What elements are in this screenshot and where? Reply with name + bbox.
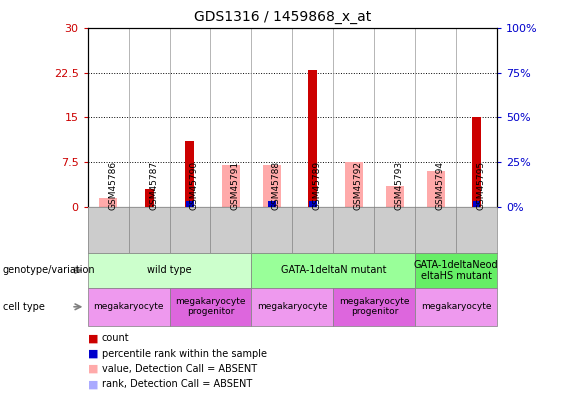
Bar <box>170 288 251 326</box>
Text: GSM45791: GSM45791 <box>231 161 240 210</box>
Bar <box>251 253 415 288</box>
Text: megakaryocyte: megakaryocyte <box>421 302 492 311</box>
Bar <box>333 288 415 326</box>
Text: GSM45786: GSM45786 <box>108 161 117 210</box>
Bar <box>185 141 194 207</box>
Bar <box>427 171 445 207</box>
Text: wild type: wild type <box>147 265 192 275</box>
Text: megakaryocyte
progenitor: megakaryocyte progenitor <box>339 297 410 316</box>
Bar <box>472 117 481 207</box>
Text: megakaryocyte: megakaryocyte <box>257 302 328 311</box>
Bar <box>473 200 480 207</box>
Text: GATA-1deltaNeod
eltaHS mutant: GATA-1deltaNeod eltaHS mutant <box>414 260 498 281</box>
Text: rank, Detection Call = ABSENT: rank, Detection Call = ABSENT <box>102 379 252 389</box>
Bar <box>308 70 318 207</box>
Text: ■: ■ <box>88 333 98 343</box>
Text: genotype/variation: genotype/variation <box>3 265 95 275</box>
Text: GSM45795: GSM45795 <box>477 161 486 210</box>
Bar <box>251 288 333 326</box>
Bar <box>88 288 170 326</box>
Text: ■: ■ <box>88 349 98 358</box>
Bar <box>99 198 118 207</box>
Text: value, Detection Call = ABSENT: value, Detection Call = ABSENT <box>102 364 257 374</box>
Text: count: count <box>102 333 129 343</box>
Bar <box>186 200 194 207</box>
Text: GSM45794: GSM45794 <box>436 161 445 210</box>
Text: ■: ■ <box>88 364 98 374</box>
Text: megakaryocyte: megakaryocyte <box>93 302 164 311</box>
Text: GSM45792: GSM45792 <box>354 161 363 210</box>
Text: GSM45787: GSM45787 <box>149 161 158 210</box>
Text: megakaryocyte
progenitor: megakaryocyte progenitor <box>175 297 246 316</box>
Text: GSM45789: GSM45789 <box>313 161 322 210</box>
Text: GATA-1deltaN mutant: GATA-1deltaN mutant <box>281 265 386 275</box>
Text: GSM45790: GSM45790 <box>190 161 199 210</box>
Text: cell type: cell type <box>3 302 45 312</box>
Text: percentile rank within the sample: percentile rank within the sample <box>102 349 267 358</box>
Text: ■: ■ <box>88 379 98 389</box>
Bar <box>309 200 316 207</box>
Bar <box>221 165 240 207</box>
Text: GSM45793: GSM45793 <box>395 161 404 210</box>
Text: GDS1316 / 1459868_x_at: GDS1316 / 1459868_x_at <box>194 10 371 24</box>
Bar <box>385 186 404 207</box>
Bar <box>88 253 251 288</box>
Bar <box>345 162 363 207</box>
Text: GSM45788: GSM45788 <box>272 161 281 210</box>
Bar <box>268 200 276 207</box>
Bar <box>415 253 497 288</box>
Bar <box>263 165 281 207</box>
Bar <box>145 189 154 207</box>
Bar <box>415 288 497 326</box>
